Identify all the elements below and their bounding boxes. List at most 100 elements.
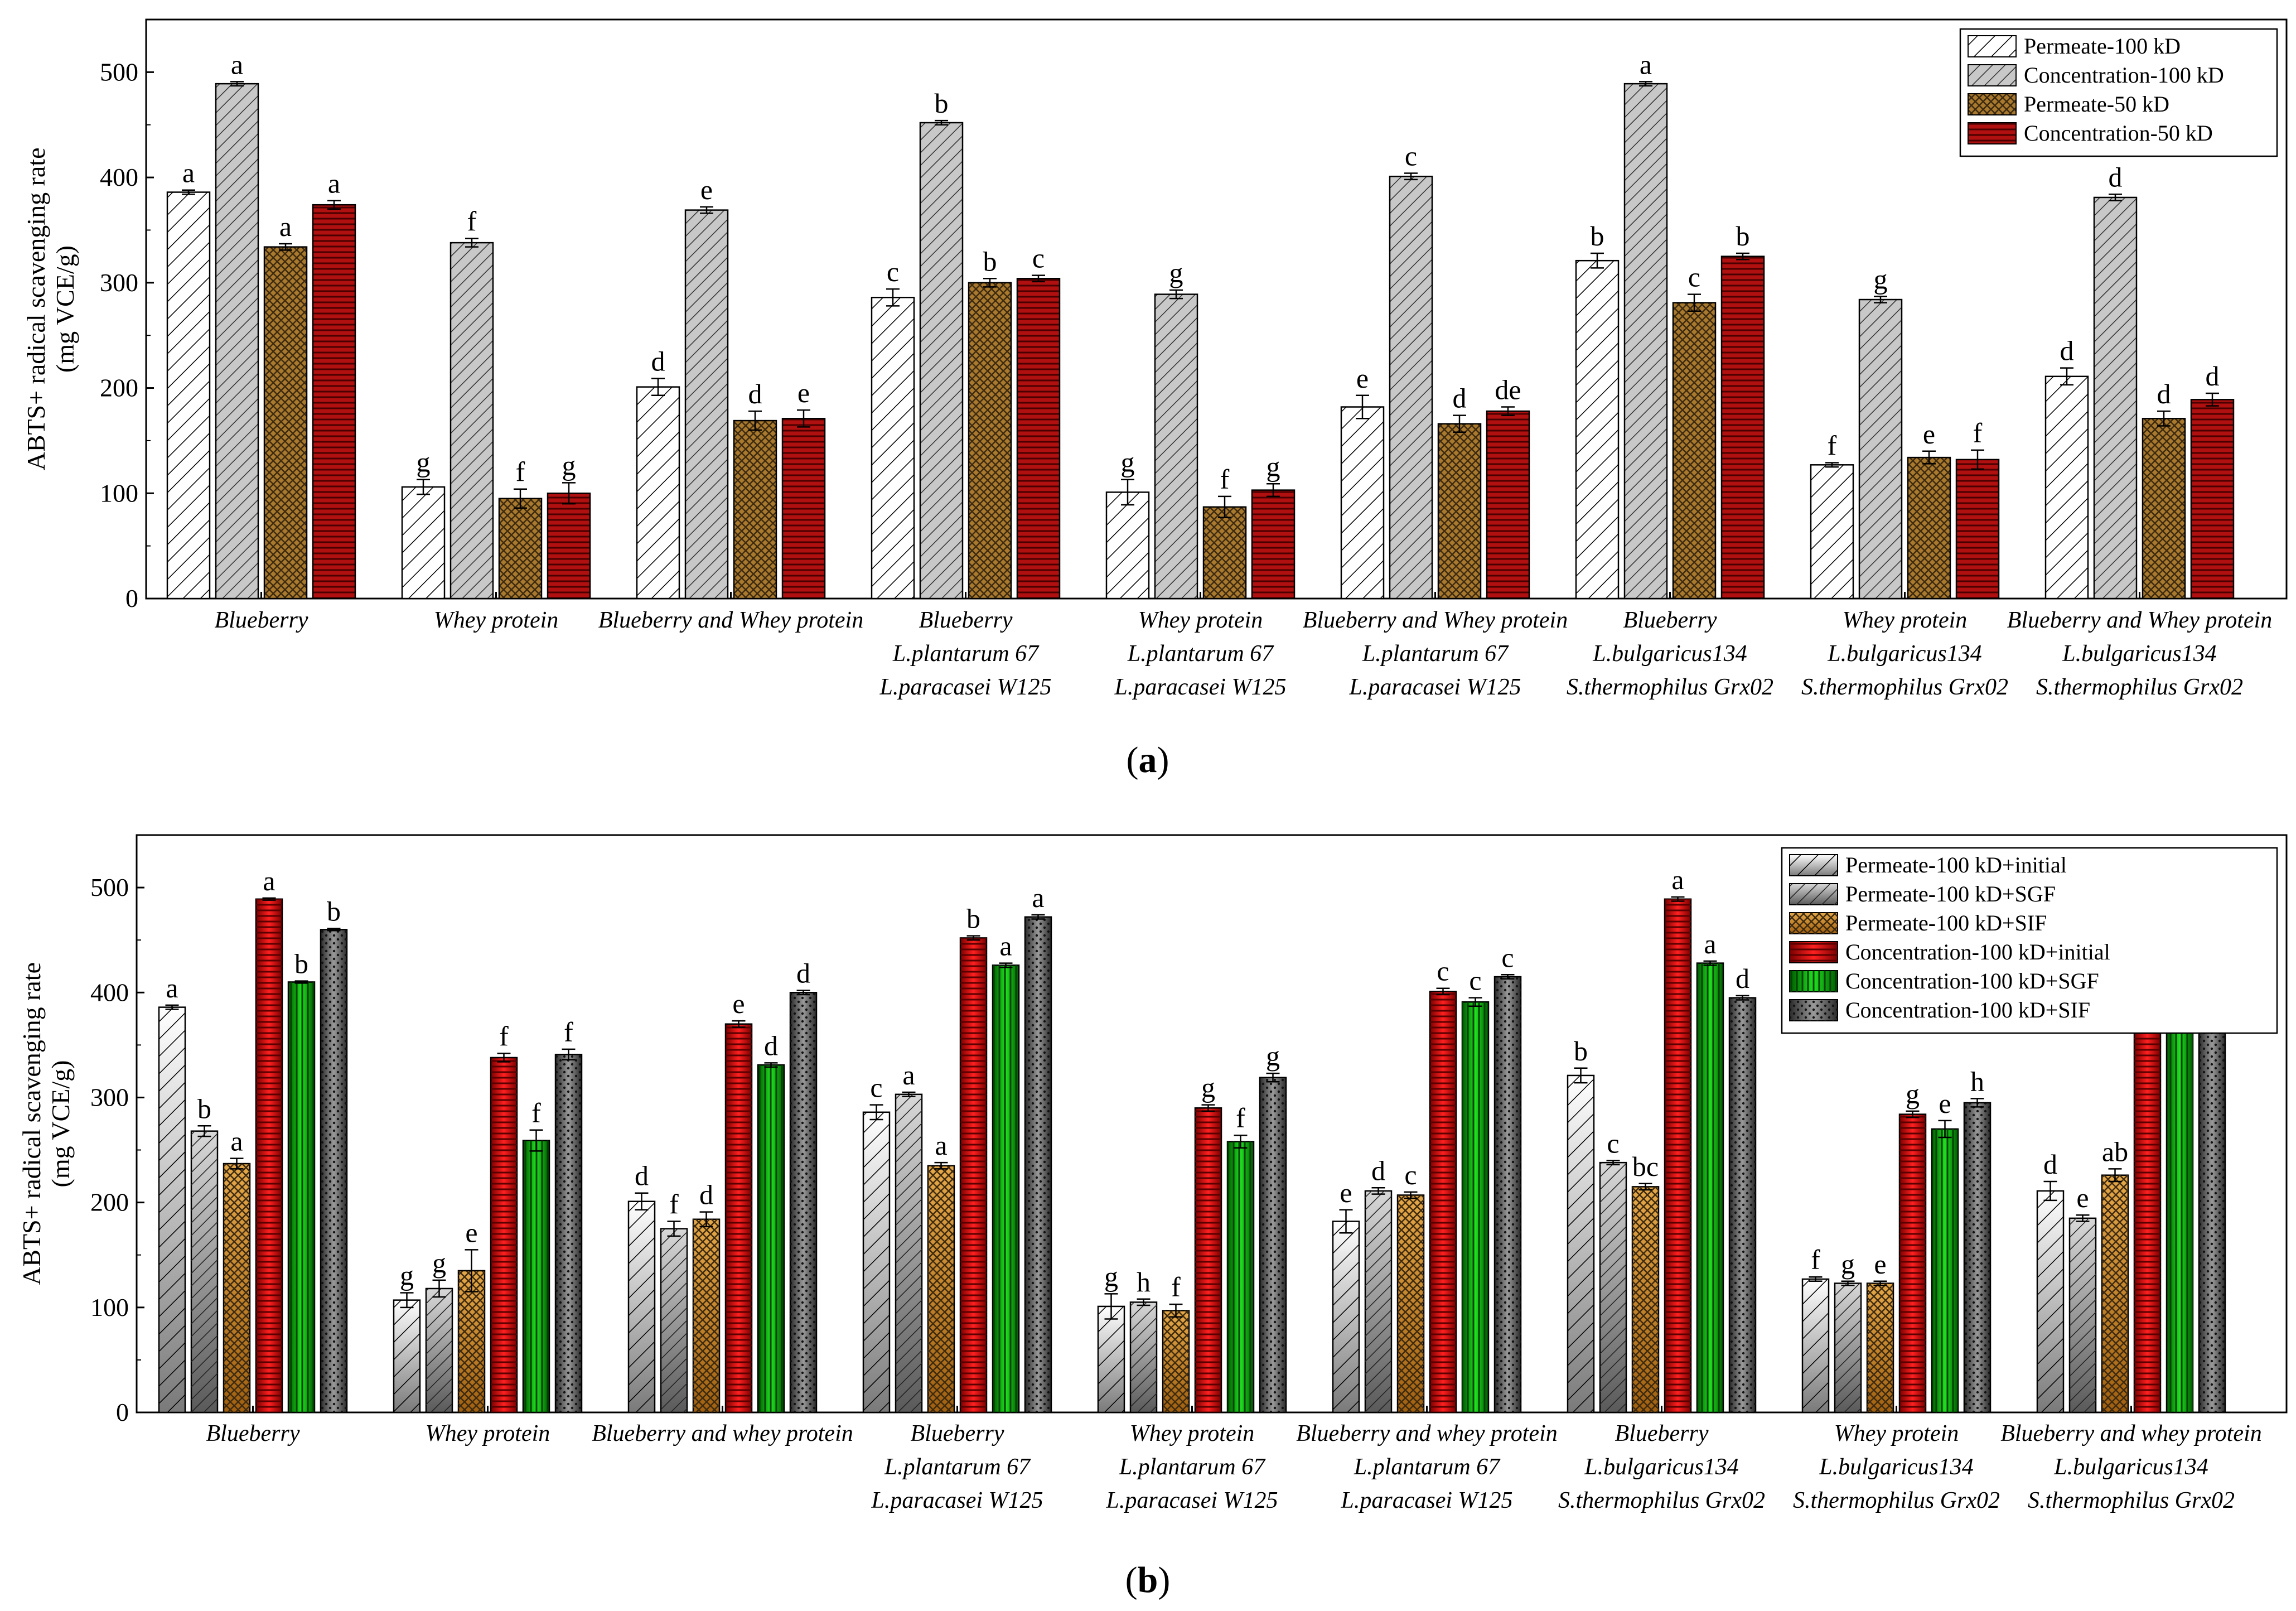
category-label: S.thermophilus Grx02 (1793, 1488, 2000, 1513)
bar-pattern (1398, 1195, 1424, 1412)
bar-pattern (896, 1094, 922, 1412)
significance-letter: d (2206, 360, 2220, 392)
bar-pattern (2102, 1175, 2128, 1412)
significance-letter: a (1640, 49, 1652, 80)
bar-pattern (224, 1164, 250, 1412)
legend-entry: Concentration-100 kD+initial (1845, 939, 2110, 964)
category-label: L.plantarum 67 (1127, 641, 1274, 667)
bar-pattern (1130, 1302, 1157, 1412)
bar-pattern (1568, 1075, 1594, 1412)
category-label: Blueberry and whey protein (592, 1421, 853, 1446)
significance-letter: f (1220, 464, 1230, 495)
significance-letter: c (1032, 243, 1045, 274)
legend-entry: Concentration-100 kD+SIF (1845, 997, 2090, 1022)
significance-letter: a (279, 211, 292, 242)
bar-pattern (790, 992, 816, 1412)
category-label: L.paracasei W125 (1114, 674, 1287, 700)
significance-letter: a (1704, 928, 1716, 959)
significance-letter: g (1104, 1261, 1118, 1292)
significance-letter: h (1970, 1065, 1984, 1097)
significance-letter: a (230, 1126, 243, 1157)
significance-letter: d (2157, 378, 2171, 409)
bar (2044, 375, 2089, 600)
significance-letter: b (966, 903, 980, 934)
significance-letter: e (732, 988, 745, 1019)
significance-letter: d (1736, 963, 1749, 994)
bar (2190, 399, 2235, 600)
category-label: Blueberry (1623, 607, 1717, 633)
bar-pattern (993, 965, 1019, 1412)
legend-entry: Concentration-50 kD (2024, 120, 2213, 146)
bar-pattern (1430, 991, 1456, 1412)
significance-letter: e (465, 1217, 477, 1248)
category-label: L.paracasei W125 (871, 1488, 1043, 1513)
panel-label-b: (b) (1125, 1560, 1171, 1600)
bar-pattern (863, 1112, 890, 1412)
category-label: L.plantarum 67 (1354, 1454, 1501, 1480)
bar-pattern (1632, 1186, 1659, 1412)
bar (733, 419, 777, 600)
category-label: Whey protein (426, 1421, 550, 1446)
category-label: Whey protein (1843, 607, 1968, 633)
bar-pattern (1163, 1310, 1189, 1412)
bar (1810, 464, 1854, 600)
bar (1105, 491, 1150, 600)
panel-label-a: (a) (1126, 740, 1169, 780)
bar-pattern (1697, 963, 1723, 1412)
y-tick-label: 300 (100, 268, 138, 297)
category-label: L.plantarum 67 (892, 641, 1040, 667)
bar-pattern (758, 1065, 784, 1412)
category-label: L.plantarum 67 (884, 1454, 1031, 1480)
bar (919, 122, 964, 600)
significance-letter: e (700, 174, 713, 205)
bar-pattern (1333, 1221, 1359, 1412)
bar-pattern (1729, 997, 1756, 1412)
bar (684, 209, 729, 600)
significance-letter: e (1923, 418, 1935, 450)
y-axis-label: (mg VCE/g) (46, 1060, 75, 1188)
significance-letter: f (669, 1189, 679, 1220)
legend-swatch-pattern (1790, 971, 1838, 992)
category-label: S.thermophilus Grx02 (1801, 674, 2008, 700)
legend-swatch (1968, 93, 2017, 115)
bar-pattern (1665, 899, 1691, 1412)
category-label: Blueberry (919, 607, 1013, 633)
category-label: Blueberry and Whey protein (598, 607, 863, 633)
bar (1575, 259, 1620, 600)
category-label: S.thermophilus Grx02 (1558, 1488, 1765, 1513)
chart-b: 0 100 200 300 400 500 ABTS+ radical scavenging… (17, 834, 2288, 1513)
category-label: Whey protein (1138, 607, 1263, 633)
significance-letter: g (400, 1260, 414, 1291)
bar (1955, 459, 2000, 600)
bar (1720, 255, 1765, 600)
significance-letter: d (1371, 1155, 1385, 1186)
legend-entry: Permeate-100 kD+initial (1845, 852, 2067, 877)
y-axis-label: (mg VCE/g) (51, 245, 79, 373)
category-label: Whey protein (1834, 1421, 1959, 1446)
legend-entry: Concentration-100 kD+SGF (1845, 968, 2099, 993)
bar (1202, 506, 1247, 600)
bar (2093, 196, 2138, 600)
significance-letter: e (1340, 1177, 1352, 1208)
significance-letter: b (935, 88, 949, 119)
significance-letter: b (1736, 220, 1750, 252)
legend-swatch (1968, 64, 2017, 86)
bar-pattern (394, 1300, 420, 1412)
significance-letter: e (1939, 1088, 1951, 1119)
bar-pattern (321, 929, 347, 1412)
bar (781, 418, 826, 600)
bar-pattern (555, 1054, 582, 1412)
significance-letter: d (2043, 1149, 2057, 1180)
significance-letter: a (902, 1059, 915, 1091)
bar-pattern (1835, 1283, 1861, 1412)
bar-pattern (1227, 1141, 1254, 1412)
category-label: S.thermophilus Grx02 (2036, 674, 2243, 700)
bar (1623, 83, 1668, 600)
category-label: Blueberry (215, 607, 308, 633)
significance-letter: b (327, 895, 341, 927)
bar (1340, 406, 1385, 600)
chart-a: 0 100 200 300 400 500 ABTS+ radical scavenging… (22, 18, 2288, 700)
bar-pattern (1899, 1114, 1926, 1412)
bar-pattern (256, 899, 282, 1412)
bar-pattern (1462, 1002, 1488, 1412)
